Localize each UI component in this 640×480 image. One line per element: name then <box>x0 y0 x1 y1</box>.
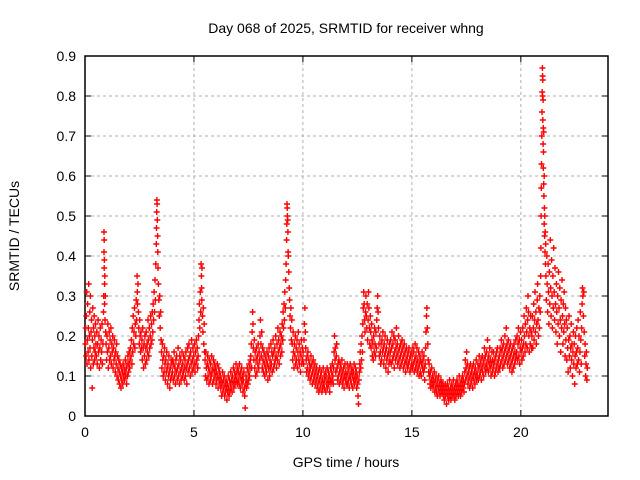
y-tick-label: 0 <box>68 408 76 424</box>
y-tick-label: 0.4 <box>57 248 77 264</box>
y-tick-label: 0.8 <box>57 88 77 104</box>
y-axis-label: SRMTID / TECUs <box>6 181 22 291</box>
y-tick-label: 0.6 <box>57 168 77 184</box>
y-tick-label: 0.9 <box>57 48 77 64</box>
x-tick-label: 10 <box>295 424 311 440</box>
x-tick-label: 0 <box>81 424 89 440</box>
y-tick-label: 0.2 <box>57 328 77 344</box>
plot-border <box>84 55 609 417</box>
x-tick-label: 15 <box>404 424 420 440</box>
x-tick-label: 5 <box>190 424 198 440</box>
y-tick-label: 0.5 <box>57 208 77 224</box>
chart-title: Day 068 of 2025, SRMTID for receiver whn… <box>208 20 483 36</box>
data-points <box>82 65 591 411</box>
x-tick-labels: 0 5 10 15 20 <box>81 424 529 440</box>
x-tick-label: 20 <box>513 424 529 440</box>
y-tick-label: 0.1 <box>57 368 77 384</box>
y-tick-label: 0.7 <box>57 128 77 144</box>
y-tick-labels: 0 0.1 0.2 0.3 0.4 0.5 0.6 0.7 0.8 0.9 <box>57 48 77 424</box>
y-tick-label: 0.3 <box>57 288 77 304</box>
x-axis-label: GPS time / hours <box>293 454 400 470</box>
grid-lines <box>85 56 608 416</box>
